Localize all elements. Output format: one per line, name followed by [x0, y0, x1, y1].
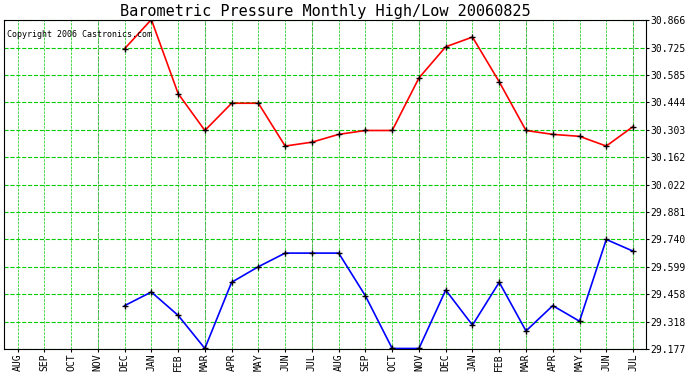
- Title: Barometric Pressure Monthly High/Low 20060825: Barometric Pressure Monthly High/Low 200…: [120, 4, 531, 19]
- Text: Copyright 2006 Castronics.com: Copyright 2006 Castronics.com: [8, 30, 152, 39]
